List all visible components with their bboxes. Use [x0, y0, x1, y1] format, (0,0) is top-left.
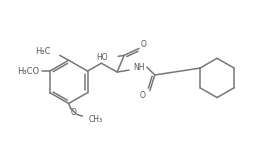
Text: O: O	[141, 40, 147, 49]
Text: O: O	[140, 91, 146, 100]
Text: HO: HO	[97, 53, 108, 62]
Text: H₃C: H₃C	[35, 47, 51, 56]
Text: O: O	[71, 108, 76, 117]
Text: H₃CO: H₃CO	[17, 67, 39, 76]
Text: CH₃: CH₃	[88, 115, 103, 124]
Text: NH: NH	[133, 63, 145, 72]
